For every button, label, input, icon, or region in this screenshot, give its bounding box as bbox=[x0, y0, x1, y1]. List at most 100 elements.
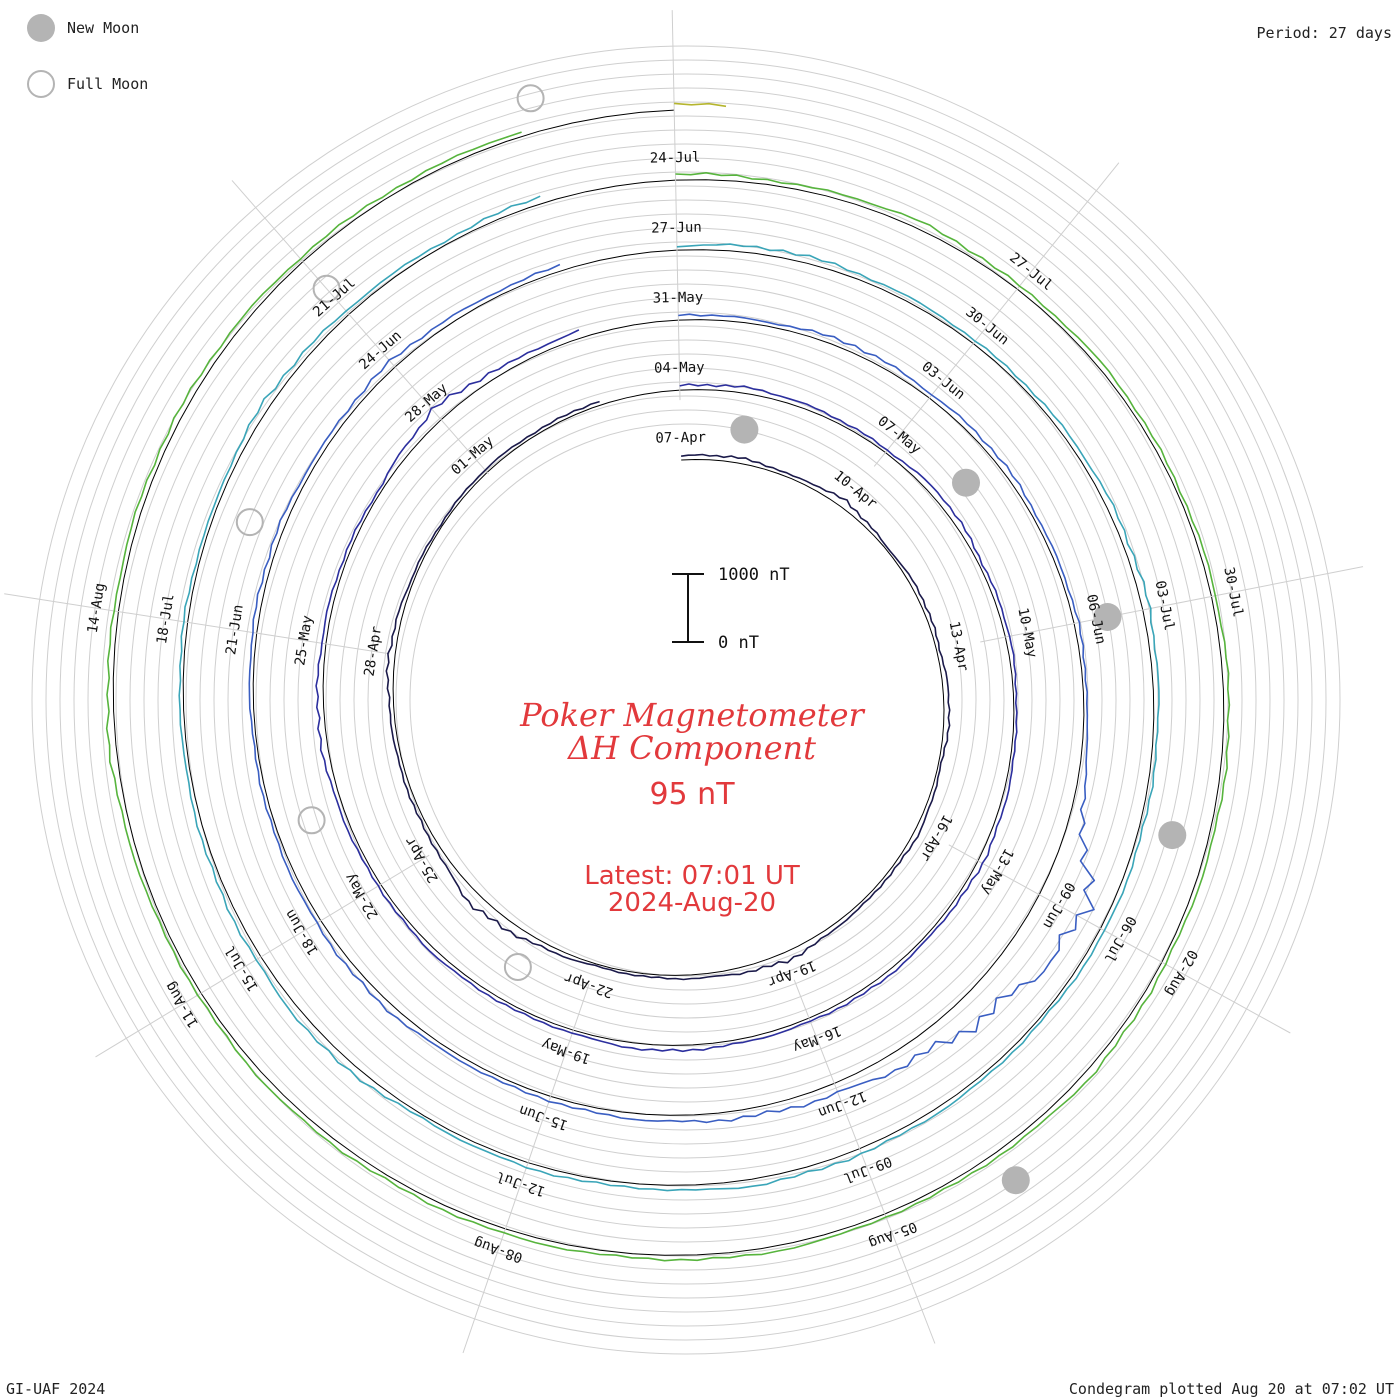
grid-ring bbox=[227, 241, 1145, 1159]
date-label: 01-May bbox=[448, 433, 497, 478]
current-value: 95 nT bbox=[649, 777, 735, 812]
moon-markers bbox=[235, 84, 1187, 1195]
date-label: 25-May bbox=[292, 614, 316, 666]
date-label: 16-Apr bbox=[917, 812, 955, 864]
ring-grid bbox=[31, 45, 1341, 1355]
footer-credit: GI-UAF 2024 bbox=[6, 1380, 106, 1398]
grid-ring bbox=[45, 59, 1327, 1341]
legend-full-moon: Full Moon bbox=[27, 70, 148, 98]
full-moon-marker bbox=[503, 953, 532, 981]
grid-ring bbox=[31, 45, 1341, 1355]
grid-ring bbox=[185, 199, 1187, 1201]
new-moon-marker bbox=[1093, 603, 1122, 631]
full-moon-marker bbox=[516, 84, 545, 113]
grid-ring bbox=[241, 255, 1131, 1145]
full-moon-marker bbox=[297, 806, 326, 835]
grid-ring bbox=[367, 381, 1005, 1019]
series-line-6 bbox=[674, 102, 727, 108]
day-spoke bbox=[793, 979, 936, 1344]
date-label: 09-Jun bbox=[1039, 879, 1077, 931]
date-label: 21-Jun bbox=[223, 604, 247, 656]
legend-full-moon-label: Full Moon bbox=[67, 75, 149, 93]
baseline-spiral bbox=[182, 179, 1155, 1186]
grid-ring bbox=[269, 283, 1103, 1117]
date-label: 24-Jun bbox=[356, 328, 405, 373]
day-spoke bbox=[873, 162, 1120, 467]
grid-ring bbox=[87, 101, 1285, 1299]
day-spoke bbox=[948, 844, 1291, 1034]
new-moon-marker bbox=[1158, 821, 1187, 850]
series-line-2 bbox=[315, 329, 1018, 1053]
full-moon-marker bbox=[312, 274, 341, 303]
grid-ring bbox=[283, 297, 1089, 1103]
date-label: 30-Jun bbox=[962, 304, 1011, 348]
day-spoke bbox=[4, 593, 390, 655]
date-label: 24-Jul bbox=[650, 150, 701, 167]
grid-ring bbox=[353, 367, 1019, 1033]
grid-ring bbox=[129, 143, 1243, 1257]
grid-ring bbox=[199, 213, 1173, 1187]
grid-ring bbox=[157, 171, 1215, 1229]
new-moon-icon bbox=[27, 14, 55, 42]
grid-ring bbox=[325, 339, 1047, 1061]
date-label: 04-May bbox=[654, 360, 705, 377]
date-label: 13-May bbox=[978, 845, 1016, 897]
date-label: 07-May bbox=[874, 413, 923, 457]
scale-bar: 1000 nT 0 nT bbox=[672, 565, 790, 653]
series-line-3 bbox=[248, 263, 1096, 1124]
scale-top-label: 1000 nT bbox=[718, 565, 790, 585]
latest-time: Latest: 07:01 UT bbox=[584, 861, 800, 891]
new-moon-marker bbox=[730, 415, 759, 444]
date-label: 03-Jun bbox=[918, 359, 967, 403]
date-label: 07-Apr bbox=[655, 430, 706, 447]
grid-ring bbox=[115, 129, 1257, 1271]
day-spoke bbox=[95, 854, 430, 1058]
date-label: 27-Jun bbox=[651, 220, 702, 237]
chart-subtitle: ΔH Component bbox=[566, 729, 816, 767]
grid-ring bbox=[311, 325, 1061, 1075]
baseline-spiral bbox=[322, 319, 1015, 1046]
legend-new-moon-label: New Moon bbox=[67, 19, 140, 37]
new-moon-marker bbox=[952, 468, 980, 497]
date-label: 31-May bbox=[652, 290, 703, 307]
chart-title: Poker Magnetometer bbox=[519, 696, 865, 734]
day-spokes bbox=[4, 10, 1364, 1354]
latest-date: 2024-Aug-20 bbox=[608, 888, 776, 918]
baseline-spiral bbox=[112, 109, 1225, 1256]
date-label: 18-Jul bbox=[154, 593, 178, 645]
series-line-5 bbox=[105, 131, 1231, 1262]
day-spoke bbox=[671, 10, 681, 401]
day-spoke bbox=[231, 180, 489, 475]
grid-ring bbox=[73, 87, 1299, 1313]
new-moon-marker bbox=[1001, 1166, 1030, 1195]
full-moon-icon bbox=[27, 70, 55, 98]
grid-ring bbox=[395, 409, 977, 991]
grid-ring bbox=[143, 157, 1229, 1243]
date-label: 06-Jul bbox=[1101, 913, 1139, 965]
day-spoke bbox=[980, 566, 1364, 643]
date-label: 14-Aug bbox=[85, 582, 109, 634]
legend-new-moon: New Moon bbox=[27, 14, 139, 42]
full-moon-marker bbox=[235, 508, 264, 537]
series-layer bbox=[105, 102, 1231, 1262]
grid-ring bbox=[255, 269, 1117, 1131]
footer-plotted: Condegram plotted Aug 20 at 07:02 UT bbox=[1068, 1380, 1394, 1398]
grid-ring bbox=[171, 185, 1201, 1215]
date-label: 27-Jul bbox=[1006, 250, 1055, 294]
grid-ring bbox=[59, 73, 1313, 1327]
grid-ring bbox=[101, 115, 1271, 1285]
scale-bottom-label: 0 nT bbox=[718, 633, 759, 653]
grid-ring bbox=[339, 353, 1033, 1047]
series-line-4 bbox=[178, 195, 1160, 1192]
date-label: 28-Apr bbox=[362, 625, 386, 677]
grid-ring bbox=[213, 227, 1159, 1173]
baseline-spiral bbox=[252, 249, 1085, 1116]
period-label: Period: 27 days bbox=[1256, 24, 1392, 42]
grid-ring bbox=[409, 423, 963, 977]
grid-ring bbox=[381, 395, 991, 1005]
date-label: 02-Aug bbox=[1162, 947, 1200, 999]
date-label: 10-Apr bbox=[831, 468, 880, 512]
grid-ring bbox=[297, 311, 1075, 1089]
series-line-1 bbox=[385, 400, 951, 981]
